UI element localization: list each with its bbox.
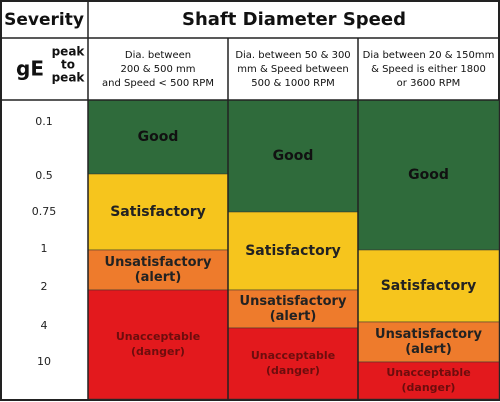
zone-label: (alert) [135,270,182,285]
column-header: Dia. between 50 & 300 [235,50,350,61]
zone-label: Satisfactory [245,243,341,259]
unit-note: peak [52,71,86,85]
zone-label: Unsatisfactory [105,255,212,270]
zone [227,99,359,213]
zone-label: Good [273,148,314,164]
zone-label: Unacceptable [251,349,335,362]
unit-note: peak [52,45,86,59]
zone [357,99,500,251]
level-label: 10 [37,355,51,368]
level-label: 0.75 [32,205,57,218]
column-header: mm & Speed between [237,64,348,75]
zone-label: Satisfactory [110,204,206,220]
zone-label: (alert) [270,309,317,324]
column-header: 200 & 500 mm [121,64,196,75]
zone-label: (alert) [405,342,452,357]
zone-label: Unacceptable [386,366,470,379]
column-header: & Speed is either 1800 [371,64,486,75]
column-header: and Speed < 500 RPM [102,78,214,89]
zone [87,173,229,251]
column-header: 500 & 1000 RPM [251,78,334,89]
level-label: 0.1 [35,115,53,128]
unit-note: to [61,58,75,72]
level-label: 0.5 [35,169,53,182]
zone-label: Satisfactory [381,278,477,294]
zone [87,99,229,175]
zone [357,361,500,400]
zone [87,289,229,400]
column-header: Dia between 20 & 150mm [363,50,495,61]
zone [357,249,500,323]
zone [87,249,229,291]
severity-heading: Severity [4,10,84,30]
zone-label: Good [408,167,449,183]
column-header: Dia. between [125,50,191,61]
zone-label: (danger) [266,364,320,377]
zone-label: Unsatisfactory [240,294,347,309]
level-label: 1 [41,242,48,255]
table-title: Shaft Diameter Speed [182,9,406,30]
zone-label: Unsatisfactory [375,327,482,342]
level-label: 2 [41,280,48,293]
zone [227,289,359,329]
column-header: or 3600 RPM [397,78,461,89]
zone-label: Unacceptable [116,330,200,343]
zone-label: Good [138,129,179,145]
zone [357,321,500,363]
unit: gE [16,57,44,81]
zone-label: (danger) [402,381,456,394]
level-label: 4 [41,319,48,332]
zone [227,211,359,291]
zone-label: (danger) [131,345,185,358]
